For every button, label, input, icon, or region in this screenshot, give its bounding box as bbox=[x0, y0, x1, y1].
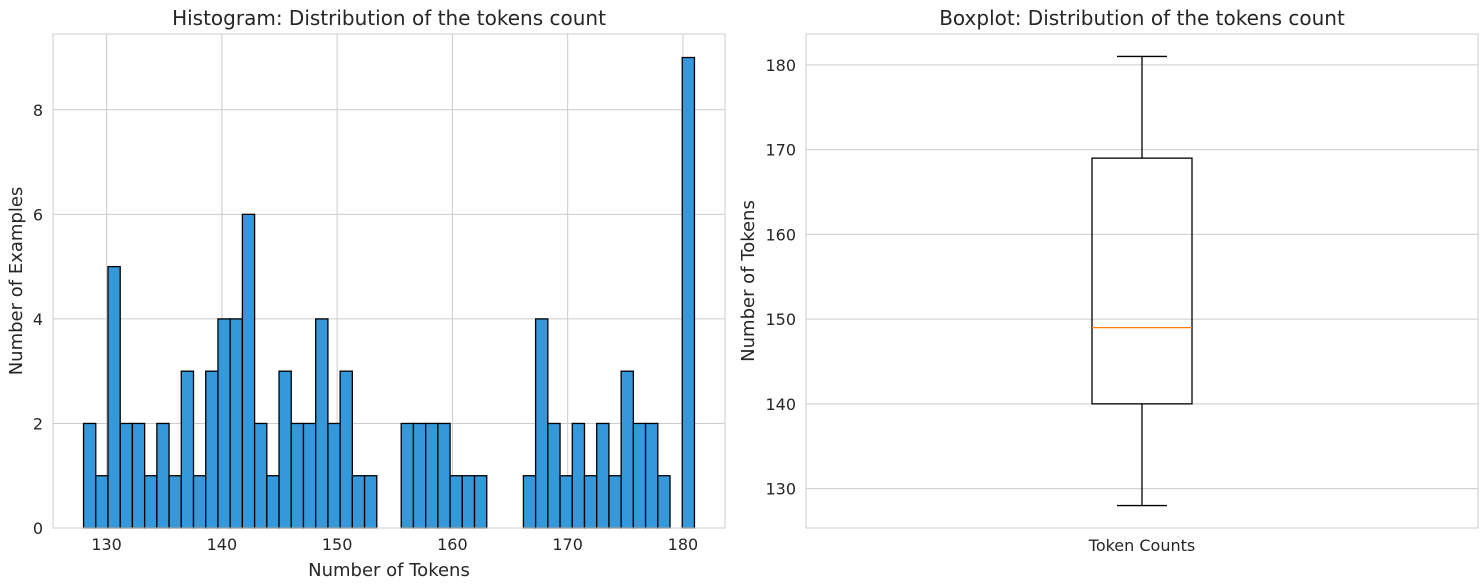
histogram-bar bbox=[119, 422, 134, 529]
histogram-bar bbox=[143, 475, 158, 529]
histogram-plot-frame bbox=[52, 33, 726, 529]
boxplot-title: Boxplot: Distribution of the tokens coun… bbox=[939, 6, 1345, 30]
histogram-bar bbox=[107, 265, 121, 529]
histogram-bar bbox=[596, 422, 610, 529]
histogram-bar bbox=[82, 422, 97, 529]
histogram-bar bbox=[363, 475, 378, 529]
histogram-y-tick-label: 2 bbox=[33, 414, 43, 433]
histogram-bar bbox=[266, 475, 280, 529]
histogram-bar bbox=[168, 475, 182, 529]
histogram-y-ticks: 0 2 4 6 8 bbox=[33, 101, 43, 538]
histogram-y-axis-label: Number of Examples bbox=[6, 187, 27, 376]
histogram-bar bbox=[180, 370, 195, 529]
histogram-x-tick-label: 150 bbox=[322, 535, 353, 554]
histogram-bar bbox=[327, 422, 341, 529]
boxplot-y-tick-label: 170 bbox=[765, 141, 796, 160]
boxplot-y-axis-label: Number of Tokens bbox=[738, 200, 759, 362]
histogram-bar bbox=[571, 422, 586, 529]
histogram-y-tick-label: 8 bbox=[33, 101, 43, 120]
histogram-bar bbox=[278, 370, 292, 529]
histogram-x-tick-label: 140 bbox=[207, 535, 238, 554]
boxplot-y-tick-label: 130 bbox=[765, 480, 796, 499]
histogram-bar bbox=[620, 370, 635, 529]
histogram-bar bbox=[339, 370, 353, 529]
histogram-bar bbox=[290, 422, 305, 529]
histogram-x-tick-label: 180 bbox=[668, 535, 699, 554]
histogram-x-tick-label: 170 bbox=[552, 535, 583, 554]
histogram-bar bbox=[400, 422, 415, 529]
histogram-bar bbox=[205, 370, 219, 529]
histogram-bar bbox=[241, 213, 256, 529]
histogram-bar bbox=[302, 422, 317, 529]
histogram-x-tick-label: 130 bbox=[91, 535, 122, 554]
histogram-bar bbox=[449, 475, 463, 529]
boxplot-chart: 130 140 150 160 170 180 Token Counts Boxplot:… bbox=[738, 6, 1479, 555]
histogram-bar bbox=[657, 475, 671, 529]
histogram-bar bbox=[608, 475, 622, 529]
histogram-x-axis-label: Number of Tokens bbox=[308, 560, 470, 581]
histogram-y-tick-label: 6 bbox=[33, 205, 43, 224]
histogram-bar bbox=[461, 475, 476, 529]
histogram-bars bbox=[82, 56, 696, 529]
histogram-title: Histogram: Distribution of the tokens co… bbox=[172, 6, 606, 30]
histogram-bar bbox=[583, 475, 598, 529]
histogram-bar bbox=[253, 422, 268, 529]
histogram-bar bbox=[95, 475, 109, 529]
histogram-bar bbox=[131, 422, 146, 529]
boxplot-y-ticks: 130 140 150 160 170 180 bbox=[765, 56, 796, 499]
histogram-chart: 130 140 150 160 170 180 0 2 4 6 8 Histogram: Dist… bbox=[6, 6, 726, 581]
boxplot-box bbox=[1091, 157, 1193, 405]
histogram-bar bbox=[229, 318, 244, 529]
histogram-x-ticks: 130 140 150 160 170 180 bbox=[91, 535, 698, 554]
boxplot-plot-frame bbox=[805, 33, 1479, 529]
histogram-bar bbox=[534, 318, 549, 529]
histogram-bar bbox=[156, 422, 170, 529]
histogram-bar bbox=[632, 422, 647, 529]
boxplot-y-tick-label: 140 bbox=[765, 395, 796, 414]
histogram-bar bbox=[351, 475, 366, 529]
histogram-y-tick-label: 0 bbox=[33, 519, 43, 538]
histogram-bar bbox=[315, 318, 329, 529]
histogram-x-tick-label: 160 bbox=[437, 535, 468, 554]
histogram-bar bbox=[522, 475, 537, 529]
histogram-bar bbox=[412, 422, 427, 529]
boxplot-y-tick-label: 150 bbox=[765, 310, 796, 329]
histogram-bar bbox=[425, 422, 439, 529]
histogram-bar bbox=[192, 475, 207, 529]
histogram-bar bbox=[559, 475, 573, 529]
histogram-bar bbox=[473, 475, 488, 529]
histogram-y-tick-label: 4 bbox=[33, 310, 43, 329]
histogram-bar bbox=[217, 318, 231, 529]
boxplot-category-label: Token Counts bbox=[1088, 536, 1195, 555]
boxplot-y-tick-label: 160 bbox=[765, 225, 796, 244]
histogram-bar bbox=[547, 422, 561, 529]
boxplot-y-tick-label: 180 bbox=[765, 56, 796, 75]
histogram-bar bbox=[437, 422, 451, 529]
histogram-bar bbox=[644, 422, 659, 529]
histogram-bar bbox=[681, 56, 696, 529]
